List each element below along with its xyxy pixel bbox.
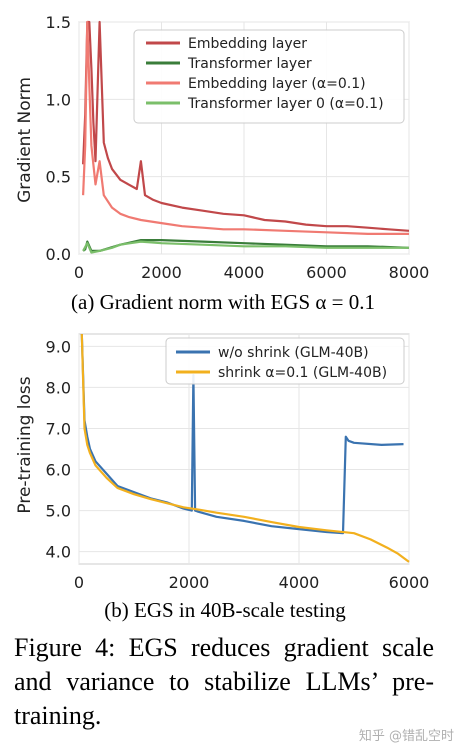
plot-b-y-tick-label: 7.0 <box>46 419 71 438</box>
watermark: 知乎 @错乱空时 <box>358 729 454 744</box>
plot-a-y-axis-label: Gradient Norm <box>15 77 35 203</box>
figure-svg: 0 2000 4000 6000 8000 0.0 0.5 1.0 1.5 Gradient … <box>15 13 429 622</box>
pretraining-loss-chart: 0 2000 4000 6000 4.0 5.0 6.0 7.0 8.0 9.0 Pre-tra… <box>15 333 429 622</box>
plot-a-y-tick-label: 1.5 <box>46 13 71 32</box>
figure-caption: Figure 4: EGS reduces gradient scale and… <box>14 633 434 730</box>
plot-a-legend: Embedding layer Transformer layer Embeddin… <box>133 29 405 124</box>
plot-b-y-tick-label: 5.0 <box>46 502 71 521</box>
plot-a-y-tick-labels: 0.0 0.5 1.0 1.5 <box>46 13 71 264</box>
gradient-norm-chart: 0 2000 4000 6000 8000 0.0 0.5 1.0 1.5 Gradient … <box>15 13 429 314</box>
plot-b-subcaption: (b) EGS in 40B-scale testing <box>104 598 346 622</box>
plot-a-x-tick-label: 8000 <box>389 263 430 282</box>
plot-a-y-tick-label: 0.5 <box>46 168 71 187</box>
plot-a-y-tick-label: 0.0 <box>46 245 71 264</box>
plot-a-x-tick-labels: 0 2000 4000 6000 8000 <box>74 263 429 282</box>
plot-b-y-tick-labels: 4.0 5.0 6.0 7.0 8.0 9.0 <box>46 337 71 561</box>
plot-b-x-tick-label: 6000 <box>389 573 430 592</box>
plot-a-series <box>82 20 410 254</box>
legend-label-a-3: Transformer layer 0 (α=0.1) <box>187 96 384 112</box>
plot-a-legend-box <box>133 29 405 124</box>
plot-b-legend: w/o shrink (GLM-40B) shrink α=0.1 (GLM-40… <box>165 337 405 385</box>
plot-b-grid <box>78 334 410 564</box>
series-line-a-3 <box>82 240 409 254</box>
plot-b-x-tick-label: 0 <box>74 573 84 592</box>
plot-a-x-tick-label: 4000 <box>224 263 265 282</box>
series-line-a-0 <box>82 20 410 232</box>
plot-b-y-tick-label: 6.0 <box>46 461 71 480</box>
plot-a-subcaption: (a) Gradient norm with EGS α = 0.1 <box>71 290 375 314</box>
plot-a-x-tick-label: 6000 <box>306 263 347 282</box>
plot-b-x-tick-label: 4000 <box>279 573 320 592</box>
plot-b-y-tick-label: 4.0 <box>46 543 71 562</box>
plot-b-y-axis-label: Pre-training loss <box>15 376 35 513</box>
series-line-a-2 <box>82 20 409 235</box>
plot-b-legend-box <box>165 337 405 385</box>
legend-label-a-2: Embedding layer (α=0.1) <box>188 76 366 92</box>
series-line-b-0 <box>80 333 404 535</box>
legend-label-b-0: w/o shrink (GLM-40B) <box>218 345 369 361</box>
plot-b-x-tick-labels: 0 2000 4000 6000 <box>74 573 429 592</box>
plot-b-y-tick-label: 8.0 <box>46 378 71 397</box>
plot-b-series <box>80 333 410 563</box>
plot-b-x-tick-label: 2000 <box>169 573 210 592</box>
legend-label-a-0: Embedding layer <box>188 36 307 52</box>
plot-a-x-tick-label: 2000 <box>141 263 182 282</box>
legend-label-b-1: shrink α=0.1 (GLM-40B) <box>218 365 387 381</box>
series-line-b-1 <box>80 333 410 563</box>
plot-b-y-tick-label: 9.0 <box>46 337 71 356</box>
legend-label-a-1: Transformer layer <box>187 56 312 72</box>
plot-a-x-tick-label: 0 <box>74 263 84 282</box>
plot-a-y-tick-label: 1.0 <box>46 90 71 109</box>
